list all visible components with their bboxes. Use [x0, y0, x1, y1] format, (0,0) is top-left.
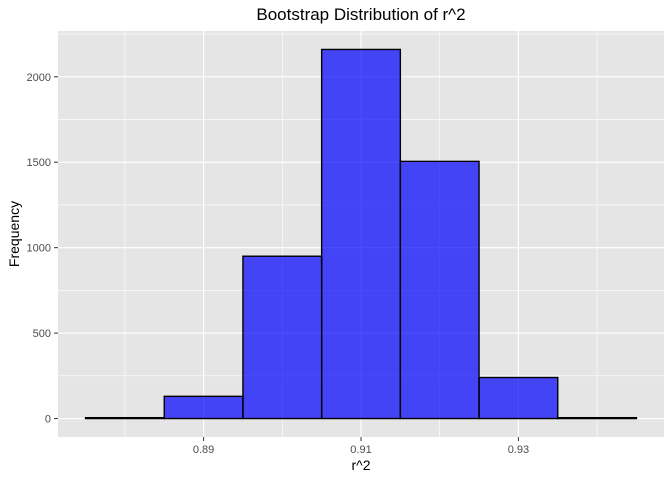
chart-title: Bootstrap Distribution of r^2	[256, 5, 465, 24]
y-tick-label: 1500	[27, 157, 51, 169]
y-tick-label: 2000	[27, 72, 51, 84]
y-tick-label: 500	[33, 328, 51, 340]
histogram-bar-2	[163, 395, 244, 420]
histogram-bars	[84, 48, 638, 420]
y-tick-label: 0	[45, 414, 51, 426]
histogram-bar-5	[399, 160, 480, 420]
x-tick-label: 0.91	[350, 444, 371, 456]
x-tick-label: 0.89	[193, 444, 214, 456]
histogram-bar-3	[242, 255, 323, 420]
y-tick-label: 1000	[27, 243, 51, 255]
y-axis: 0 500 1000 1500 2000	[27, 72, 58, 426]
y-axis-title: Frequency	[6, 201, 22, 267]
histogram-bar-7	[557, 416, 638, 420]
histogram-bar-6	[478, 376, 559, 420]
x-axis-title: r^2	[351, 457, 370, 473]
x-axis: 0.89 0.91 0.93	[193, 437, 529, 456]
x-tick-label: 0.93	[508, 444, 529, 456]
histogram-bar-1	[84, 416, 165, 420]
histogram-bar-4	[320, 48, 402, 420]
